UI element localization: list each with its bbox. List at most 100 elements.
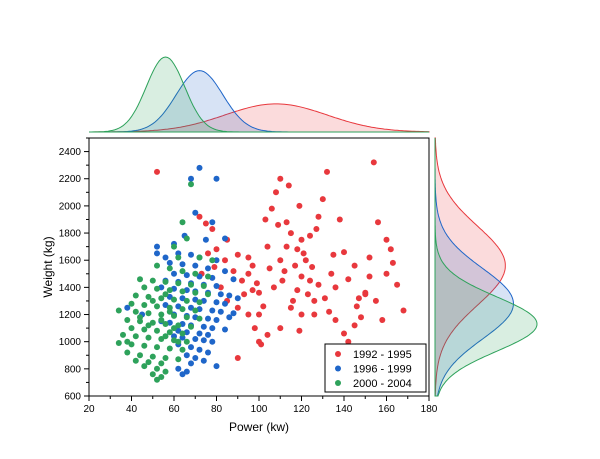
scatter-point-series-3: [137, 276, 143, 283]
scatter-point-series-1: [211, 264, 218, 270]
scatter-point-series-1: [275, 221, 282, 228]
scatter-point-series-3: [158, 311, 165, 318]
scatter-point-series-2: [183, 272, 190, 279]
scatter-point-series-2: [230, 310, 237, 317]
scatter-point-series-3: [154, 303, 160, 310]
scatter-point-series-3: [158, 360, 165, 367]
scatter-point-series-2: [222, 235, 228, 242]
scatter-point-series-1: [324, 168, 330, 175]
scatter-point-series-1: [379, 317, 386, 323]
scatter-point-series-1: [241, 291, 248, 298]
scatter-point-series-1: [296, 327, 303, 334]
scatter-point-series-3: [171, 243, 177, 250]
scatter-point-series-2: [217, 291, 224, 298]
scatter-point-series-1: [287, 230, 294, 237]
scatter-point-series-1: [266, 265, 273, 272]
scatter-point-series-3: [137, 314, 143, 321]
scatter-point-series-1: [290, 297, 296, 304]
scatter-point-series-1: [298, 311, 305, 318]
scatter-point-series-1: [277, 325, 284, 332]
scatter-point-series-1: [315, 281, 322, 288]
scatter-point-series-1: [383, 270, 390, 277]
scatter-point-series-3: [141, 326, 148, 333]
y-tick-label: 2400: [59, 147, 82, 158]
scatter-points: [115, 159, 407, 383]
legend-label-series-2: 1996 - 1999: [353, 364, 412, 376]
scatter-point-series-1: [302, 257, 309, 264]
scatter-point-series-1: [230, 268, 237, 275]
x-tick-label: 120: [293, 404, 310, 415]
scatter-point-series-2: [222, 300, 228, 307]
scatter-point-series-1: [245, 270, 252, 277]
scatter-point-series-2: [213, 363, 220, 370]
scatter-point-series-3: [145, 293, 152, 300]
scatter-point-series-1: [389, 259, 396, 266]
scatter-point-series-3: [162, 321, 169, 327]
scatter-point-series-1: [372, 297, 379, 304]
scatter-point-series-3: [145, 322, 152, 329]
scatter-point-series-1: [196, 213, 203, 220]
scatter-point-series-3: [171, 296, 177, 303]
scatter-point-series-2: [205, 349, 211, 356]
scatter-point-series-2: [162, 254, 169, 261]
scatter-point-series-1: [213, 246, 220, 253]
scatter-point-series-2: [154, 250, 160, 257]
scatter-point-series-2: [213, 317, 220, 323]
scatter-point-series-1: [249, 287, 256, 294]
scatter-point-series-1: [341, 330, 347, 337]
scatter-point-series-3: [162, 278, 169, 285]
scatter-point-series-1: [353, 303, 360, 310]
y-tick-label: 800: [64, 364, 81, 375]
scatter-point-series-1: [202, 220, 209, 227]
scatter-point-series-3: [196, 299, 203, 306]
scatter-point-series-2: [124, 304, 131, 311]
scatter-point-series-1: [205, 250, 211, 257]
scatter-point-series-1: [309, 264, 316, 270]
scatter-point-series-1: [287, 304, 294, 311]
scatter-point-series-1: [256, 338, 262, 345]
scatter-point-series-1: [283, 243, 290, 250]
scatter-point-series-3: [141, 363, 148, 370]
scatter-point-series-3: [137, 352, 143, 359]
scatter-point-series-3: [188, 323, 194, 330]
scatter-point-series-1: [245, 254, 252, 261]
scatter-point-series-1: [239, 277, 245, 284]
x-tick-label: 60: [168, 404, 180, 415]
x-tick-label: 180: [421, 404, 438, 415]
x-tick-label: 140: [336, 404, 353, 415]
scatter-point-series-1: [400, 307, 407, 314]
scatter-point-series-3: [115, 307, 122, 314]
scatter-point-series-3: [175, 356, 182, 363]
scatter-point-series-1: [273, 189, 279, 196]
scatter-point-series-3: [183, 338, 190, 345]
scatter-point-series-3: [179, 346, 186, 353]
scatter-point-series-3: [158, 374, 165, 380]
scatter-point-series-2: [175, 365, 182, 372]
scatter-point-series-1: [319, 196, 326, 203]
scatter-point-series-1: [234, 355, 241, 361]
scatter-point-series-3: [154, 327, 160, 334]
x-axis: 20 40 60 80 100 120 140 160 180: [83, 396, 438, 415]
scatter-point-series-1: [283, 219, 290, 226]
scatter-point-series-1: [387, 246, 394, 253]
scatter-point-series-1: [313, 226, 320, 232]
scatter-point-series-3: [183, 297, 190, 304]
scatter-point-series-1: [311, 311, 318, 318]
scatter-point-series-3: [183, 235, 190, 242]
scatter-point-series-3: [124, 338, 131, 345]
scatter-point-series-2: [183, 368, 190, 375]
scatter-point-series-2: [234, 295, 241, 302]
scatter-point-series-3: [154, 344, 160, 351]
y-axis: 600 800 1000 1200 1400 1600 1800 2000 2200 2400: [59, 137, 89, 403]
scatter-point-series-1: [251, 325, 258, 332]
legend-marker-series-2: [335, 365, 341, 372]
scatter-point-series-3: [162, 355, 169, 361]
scatter-point-series-2: [188, 360, 194, 367]
scatter-point-series-1: [366, 273, 373, 280]
scatter-point-series-1: [262, 216, 269, 223]
scatter-point-series-3: [149, 371, 156, 378]
scatter-point-series-3: [149, 277, 156, 284]
scatter-point-series-3: [188, 181, 194, 188]
scatter-point-series-1: [345, 276, 352, 283]
